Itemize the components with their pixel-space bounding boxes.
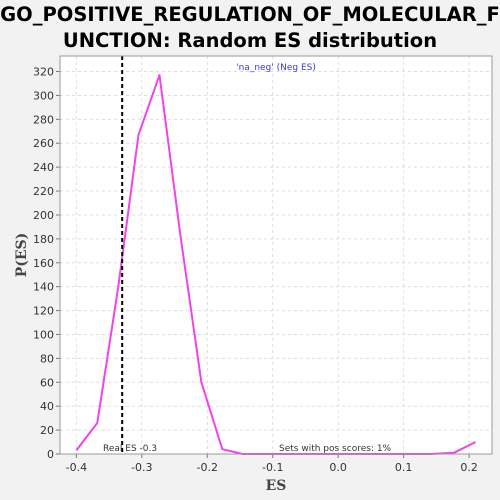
y-tick-label: 140	[33, 281, 54, 294]
x-axis: -0.4 -0.3 -0.2 -0.1 0.0 0.1 0.2	[66, 454, 478, 474]
pos-scores-label: Sets with pos scores: 1%	[279, 444, 392, 454]
y-tick-label: 180	[33, 233, 54, 246]
y-tick-label: 260	[33, 137, 54, 150]
chart-title-line-2: UNCTION: Random ES distribution	[62, 29, 438, 52]
y-tick-label: 0	[47, 448, 54, 461]
y-tick-label: 80	[40, 352, 54, 365]
x-tick-label: 0.2	[460, 461, 478, 474]
x-axis-label: ES	[266, 478, 287, 494]
y-tick-label: 120	[33, 305, 54, 318]
legend-label: 'na_neg' (Neg ES)	[236, 63, 316, 73]
x-tick-label: -0.2	[197, 461, 218, 474]
y-tick-label: 60	[40, 376, 54, 389]
y-tick-label: 280	[33, 113, 54, 126]
chart-title: GO_POSITIVE_REGULATION_OF_MOLECULAR_F UN…	[0, 2, 500, 54]
y-axis-label: P(ES)	[14, 233, 30, 278]
real-es-label: Real ES -0.3	[103, 444, 157, 454]
plot-background	[60, 56, 492, 454]
plot-frame	[59, 55, 493, 455]
y-tick-label: 220	[33, 185, 54, 198]
y-tick-label: 200	[33, 209, 54, 222]
chart-title-line-1: GO_POSITIVE_REGULATION_OF_MOLECULAR_F	[0, 3, 500, 26]
y-tick-label: 160	[33, 257, 54, 270]
grid-lines	[60, 56, 492, 455]
y-tick-label: 40	[40, 400, 54, 413]
x-tick-label: -0.3	[131, 461, 152, 474]
x-tick-label: -0.1	[262, 461, 283, 474]
y-tick-label: 300	[33, 89, 54, 102]
x-tick-label: -0.4	[66, 461, 87, 474]
y-tick-label: 100	[33, 328, 54, 341]
y-tick-label: 20	[40, 424, 54, 437]
y-tick-label: 240	[33, 161, 54, 174]
x-tick-label: 0.1	[395, 461, 413, 474]
y-axis: 0 20 40 60 80 100 120 140 160 180 200 220 240 260 280 3…	[33, 66, 60, 461]
y-tick-label: 320	[33, 66, 54, 79]
x-tick-label: 0.0	[329, 461, 347, 474]
